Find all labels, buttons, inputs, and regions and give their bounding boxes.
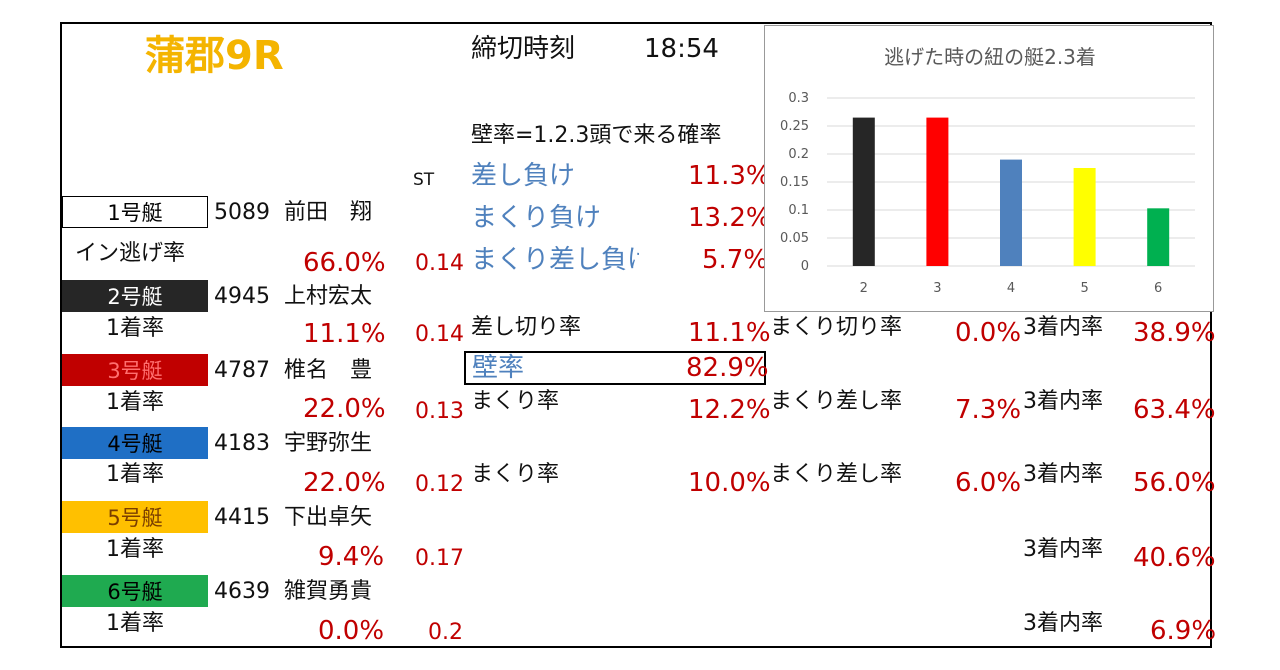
boat-3-st: 0.13 [415,399,464,424]
boat-3-col2-label: まくり差し率 [770,389,903,414]
wall-header: 壁率=1.2.3頭で来る確率 [471,123,722,148]
boat-6-col3-value: 6.9% [1150,616,1217,646]
bar-chart: 逃げた時の紐の艇2.3着 0 0.05 0.1 0.15 0.2 0.25 0.3 2 3 4 5… [780,45,1195,296]
boat-2-name: 上村宏太 [284,284,373,309]
boat-1-rate-label: イン逃げ率 [75,241,186,266]
boat-6-rate: 0.0% [318,616,385,646]
boat-3-col3-value: 63.4% [1133,395,1216,425]
chart-panel: 逃げた時の紐の艇2.3着 0 0.05 0.1 0.15 0.2 0.25 0.3 2 3 4 5… [764,25,1214,312]
wall-row-clip: まくり差し負け [471,245,639,279]
boat-6-badge: 6号艇 [62,575,208,607]
boat-4-col1-value: 10.0% [688,468,771,498]
boat-2-col2-label: まくり切り率 [770,315,903,340]
boat-1-badge: 1号艇 [62,196,208,228]
boat-4-name: 宇野弥生 [284,431,373,456]
boat-2-col2-value: 0.0% [955,318,1022,348]
boat-2-rate: 11.1% [303,319,386,349]
wall-row-value: 11.3% [688,161,771,191]
boat-3-rate-label: 1着率 [106,390,164,415]
wall-total-box [464,351,766,385]
wall-row-value: 5.7% [702,245,769,275]
boat-3-col1-label: まくり率 [471,389,560,414]
race-sheet [60,22,1212,648]
boat-4-st: 0.12 [415,472,464,497]
chart-x-ticks: 2 3 4 5 6 [860,281,1163,296]
boat-5-badge: 5号艇 [62,501,208,533]
boat-3-reg: 4787 [214,358,270,383]
boat-4-reg: 4183 [214,431,270,456]
boat-3-name: 椎名 豊 [284,358,373,383]
boat-5-reg: 4415 [214,505,270,530]
boat-2-st: 0.14 [415,322,464,347]
boat-5-col3-label: 3着内率 [1023,537,1103,562]
y-tick-label: 0.05 [780,231,809,246]
boat-4-badge: 4号艇 [62,427,208,459]
boat-4-rate-label: 1着率 [106,462,164,487]
boat-5-rate: 9.4% [318,542,385,572]
boat-2-rate-label: 1着率 [106,316,164,341]
boat-1-st: 0.14 [415,251,464,276]
x-tick-label: 6 [1154,281,1162,296]
wall-row-value: 13.2% [688,203,771,233]
y-tick-label: 0 [801,259,809,274]
y-tick-label: 0.1 [788,203,809,218]
chart-grid: 0 0.05 0.1 0.15 0.2 0.25 0.3 [780,91,1195,274]
boat-3-col3-label: 3着内率 [1023,389,1103,414]
x-tick-label: 5 [1080,281,1088,296]
y-tick-label: 0.3 [788,91,809,106]
boat-4-rate: 22.0% [303,468,386,498]
boat-5-rate-label: 1着率 [106,537,164,562]
wall-total-value: 82.9% [686,353,769,383]
boat-3-rate: 22.0% [303,394,386,424]
boat-6-reg: 4639 [214,579,270,604]
boat-3-col2-value: 7.3% [955,395,1022,425]
wall-row-label: 差し負け [471,161,576,191]
boat-2-badge: 2号艇 [62,280,208,312]
bar-3 [926,117,949,266]
boat-2-col3-label: 3着内率 [1023,315,1103,340]
y-tick-label: 0.2 [788,147,809,162]
boat-4-col1-label: まくり率 [471,462,560,487]
y-tick-label: 0.15 [780,175,809,190]
boat-6-rate-label: 1着率 [106,611,164,636]
deadline-time: 18:54 [644,34,719,64]
wall-total-label: 壁率 [472,353,525,383]
boat-1-name: 前田 翔 [284,200,373,225]
x-tick-label: 2 [860,281,868,296]
boat-1-rate: 66.0% [303,248,386,278]
boat-6-name: 雑賀勇貴 [284,579,373,604]
st-header: ST [413,170,435,190]
race-title: 蒲郡9R [145,33,284,79]
boat-6-col3-label: 3着内率 [1023,611,1103,636]
wall-row-label: まくり負け [471,203,602,233]
bar-2 [852,117,875,266]
chart-bars [852,117,1170,266]
boat-1-reg: 5089 [214,200,270,225]
boat-3-badge: 3号艇 [62,354,208,386]
x-tick-label: 3 [933,281,941,296]
boat-2-col1-value: 11.1% [688,318,771,348]
bar-5 [1073,168,1096,266]
boat-4-col3-label: 3着内率 [1023,462,1103,487]
y-tick-label: 0.25 [780,119,809,134]
boat-5-name: 下出卓矢 [284,505,373,530]
boat-2-reg: 4945 [214,284,270,309]
boat-5-st: 0.17 [415,546,464,571]
chart-title: 逃げた時の紐の艇2.3着 [884,45,1096,69]
boat-2-col1-label: 差し切り率 [471,315,582,340]
boat-6-st: 0.2 [428,620,463,645]
deadline-label: 締切時刻 [471,34,576,64]
wall-row-label: まくり差し負け [471,245,639,275]
bar-4 [1000,159,1022,266]
boat-4-col2-label: まくり差し率 [770,462,903,487]
boat-3-col1-value: 12.2% [688,395,771,425]
boat-5-col3-value: 40.6% [1133,543,1216,573]
boat-2-col3-value: 38.9% [1133,318,1216,348]
x-tick-label: 4 [1007,281,1015,296]
bar-6 [1147,208,1170,266]
boat-4-col3-value: 56.0% [1133,468,1216,498]
boat-4-col2-value: 6.0% [955,468,1022,498]
